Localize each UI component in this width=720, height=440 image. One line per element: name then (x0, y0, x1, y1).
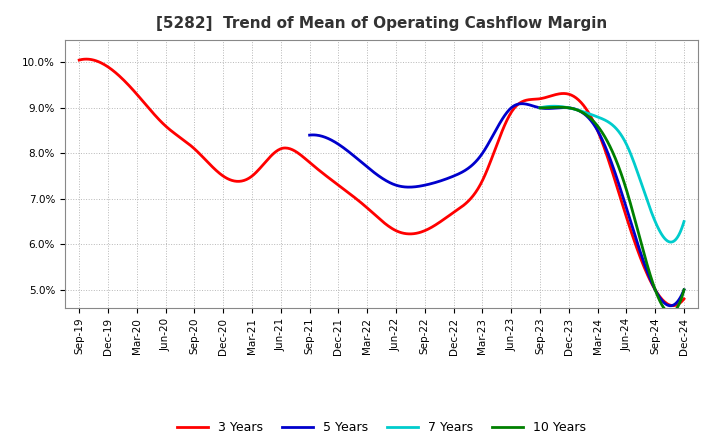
Line: 10 Years: 10 Years (540, 107, 684, 313)
5 Years (666, 303, 675, 308)
7 Years (549, 103, 558, 109)
Line: 3 Years: 3 Years (79, 59, 684, 306)
10 Years (536, 105, 544, 110)
10 Years (555, 105, 564, 110)
Title: [5282]  Trend of Mean of Operating Cashflow Margin: [5282] Trend of Mean of Operating Cashfl… (156, 16, 607, 32)
Line: 5 Years: 5 Years (310, 104, 684, 306)
7 Years (606, 120, 614, 125)
7 Years (614, 128, 623, 134)
5 Years (672, 300, 681, 305)
5 Years (483, 143, 492, 148)
3 Years (436, 219, 445, 224)
3 Years (680, 296, 688, 301)
10 Years (621, 186, 630, 191)
3 Years (82, 56, 91, 62)
10 Years (614, 163, 623, 168)
5 Years (305, 132, 314, 138)
7 Years (680, 219, 688, 224)
10 Years (680, 287, 688, 293)
3 Years (572, 95, 580, 101)
5 Years (518, 101, 526, 106)
10 Years (606, 143, 614, 148)
Legend: 3 Years, 5 Years, 7 Years, 10 Years: 3 Years, 5 Years, 7 Years, 10 Years (172, 416, 591, 439)
7 Years (654, 226, 662, 231)
10 Years (654, 295, 662, 300)
7 Years (621, 141, 630, 146)
5 Years (485, 139, 494, 144)
7 Years (667, 239, 675, 245)
3 Years (403, 231, 412, 236)
3 Years (669, 303, 678, 308)
10 Years (667, 310, 675, 315)
3 Years (75, 58, 84, 63)
10 Years (677, 297, 685, 302)
5 Years (613, 176, 621, 182)
3 Years (367, 209, 376, 214)
7 Years (677, 227, 685, 233)
10 Years (604, 141, 613, 147)
7 Years (604, 120, 613, 125)
5 Years (529, 103, 538, 109)
7 Years (536, 105, 544, 110)
5 Years (680, 287, 688, 293)
5 Years (508, 104, 516, 110)
3 Years (364, 205, 372, 211)
Line: 7 Years: 7 Years (540, 106, 684, 242)
3 Years (666, 303, 675, 308)
